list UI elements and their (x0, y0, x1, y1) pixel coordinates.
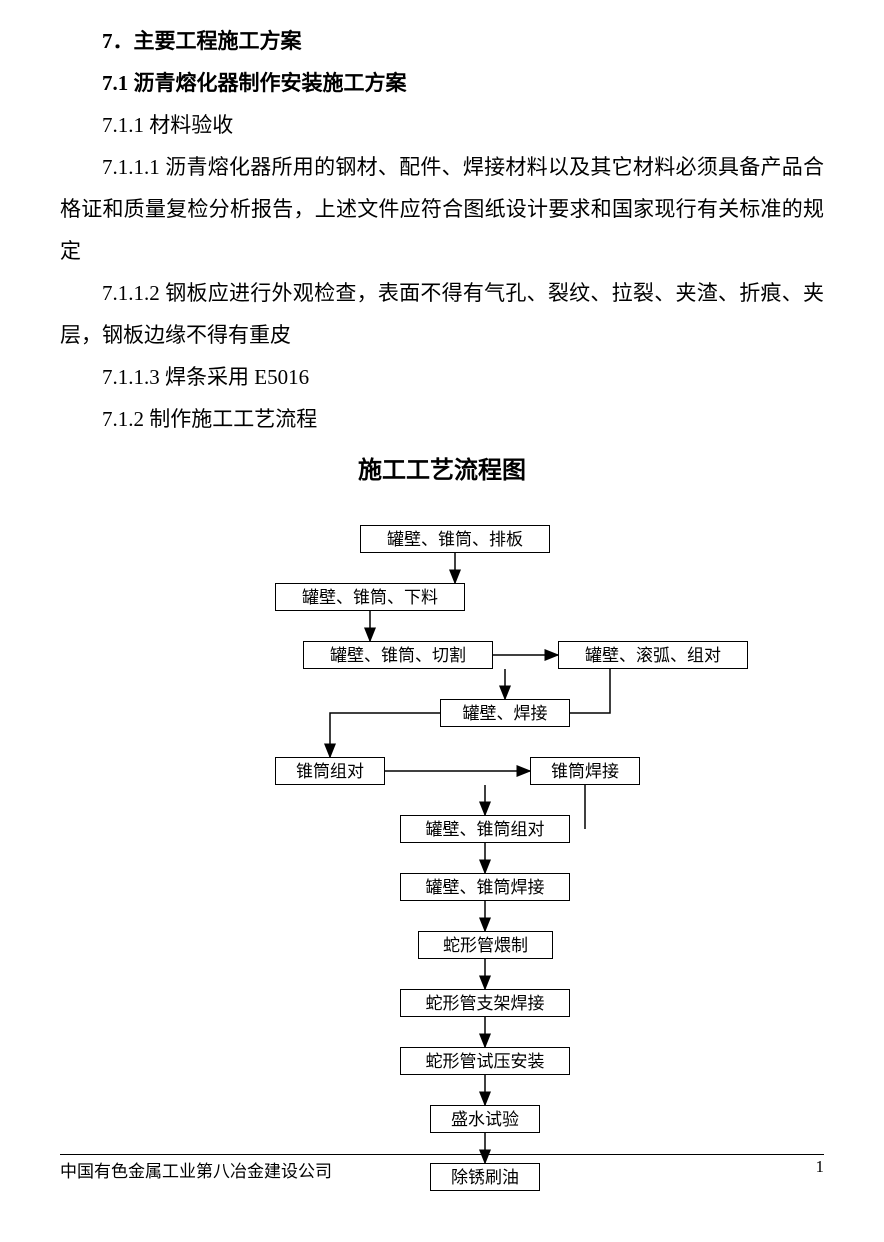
section-7-1-2-heading: 7.1.2 制作施工工艺流程 (60, 398, 824, 440)
flowchart-node-n5: 罐壁、焊接 (440, 699, 570, 727)
flowchart-node-n12: 蛇形管试压安装 (400, 1047, 570, 1075)
page-footer: 中国有色金属工业第八冶金建设公司 1 (60, 1154, 824, 1182)
footer-company: 中国有色金属工业第八冶金建设公司 (60, 1157, 332, 1182)
footer-page-number: 1 (816, 1157, 825, 1182)
flowchart-node-n11: 蛇形管支架焊接 (400, 989, 570, 1017)
section-7-1-1-heading: 7.1.1 材料验收 (60, 104, 824, 146)
flowchart-node-n6: 锥筒组对 (275, 757, 385, 785)
flowchart-node-n9: 罐壁、锥筒焊接 (400, 873, 570, 901)
flowchart-node-n13: 盛水试验 (430, 1105, 540, 1133)
flowchart-container: 罐壁、锥筒、排板罐壁、锥筒、下料罐壁、锥筒、切割 罐壁、滚弧、组对罐壁、焊接锥筒组… (60, 525, 824, 1225)
flowchart-node-n7: 锥筒焊接 (530, 757, 640, 785)
section-7-heading: 7．主要工程施工方案 (60, 20, 824, 62)
flowchart-title: 施工工艺流程图 (60, 450, 824, 485)
flowchart-node-n3: 罐壁、锥筒、切割 (303, 641, 493, 669)
flowchart-node-n4: 罐壁、滚弧、组对 (558, 641, 748, 669)
paragraph-7-1-1-3: 7.1.1.3 焊条采用 E5016 (60, 356, 824, 398)
flowchart-node-n8: 罐壁、锥筒组对 (400, 815, 570, 843)
flowchart-node-n1: 罐壁、锥筒、排板 (360, 525, 550, 553)
paragraph-7-1-1-2: 7.1.1.2 钢板应进行外观检查，表面不得有气孔、裂纹、拉裂、夹渣、折痕、夹层… (60, 272, 824, 356)
paragraph-7-1-1-1: 7.1.1.1 沥青熔化器所用的钢材、配件、焊接材料以及其它材料必须具备产品合格… (60, 146, 824, 272)
section-7-1-heading: 7.1 沥青熔化器制作安装施工方案 (60, 62, 824, 104)
flowchart-node-n2: 罐壁、锥筒、下料 (275, 583, 465, 611)
flowchart-node-n10: 蛇形管煨制 (418, 931, 553, 959)
